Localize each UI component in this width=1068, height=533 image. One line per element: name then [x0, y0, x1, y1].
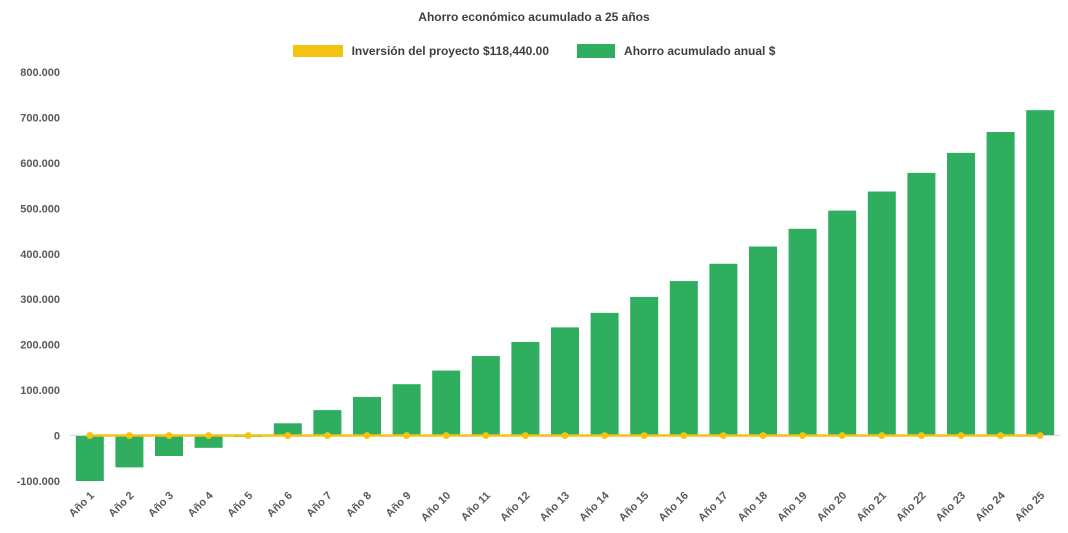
investment-line-marker [403, 432, 410, 439]
bar-año-24 [986, 131, 1015, 436]
investment-line-marker [244, 432, 252, 439]
investment-line-marker [363, 432, 371, 439]
x-axis-tick-label: Año 3 [146, 490, 176, 520]
legend-item-savings: Ahorro acumulado anual $ [577, 44, 775, 58]
bar-año-12 [511, 341, 540, 436]
y-axis-tick-label: 200.000 [20, 340, 60, 352]
bar-año-7 [313, 410, 342, 436]
y-axis-tick-label: 400.000 [20, 249, 60, 261]
x-axis-tick-label: Año 15 [617, 490, 651, 524]
investment-line-marker [680, 432, 688, 439]
y-axis-tick-label: 600.000 [20, 158, 60, 170]
bar-año-1 [75, 435, 104, 481]
bar-año-18 [749, 246, 777, 436]
x-axis-tick-label: Año 2 [106, 490, 136, 520]
investment-line-marker [442, 432, 450, 439]
bar-año-3 [155, 435, 183, 457]
legend-swatch-savings [577, 44, 616, 58]
investment-line-marker [561, 432, 569, 439]
x-axis-tick-label: Año 16 [656, 490, 690, 524]
bar-año-20 [828, 210, 857, 436]
x-axis-tick-label: Año 25 [1013, 490, 1047, 524]
y-axis-tick-label: 800.000 [20, 67, 60, 79]
x-axis-tick-label: Año 12 [498, 490, 532, 524]
x-axis-tick-label: Año 5 [225, 490, 255, 520]
x-axis-tick-label: Año 14 [577, 489, 612, 524]
y-axis-tick-label: 500.000 [20, 203, 60, 215]
legend-label-savings: Ahorro acumulado anual $ [624, 44, 776, 58]
y-axis-tick-label: -100.000 [17, 476, 60, 488]
bar-año-25 [1026, 110, 1055, 436]
bar-año-21 [867, 191, 896, 436]
legend-label-investment: Inversión del proyecto $118,440.00 [351, 44, 550, 58]
bar-año-23 [947, 152, 975, 436]
x-axis-tick-label: Año 8 [344, 490, 374, 520]
investment-line-marker [284, 432, 292, 439]
x-axis-tick-label: Año 10 [419, 490, 453, 524]
bar-año-15 [630, 296, 659, 436]
investment-line-marker [205, 432, 213, 439]
investment-line-marker [759, 432, 767, 439]
y-axis-tick-label: 700.000 [20, 112, 60, 124]
bar-año-8 [353, 396, 381, 436]
bar-año-13 [551, 327, 579, 436]
x-axis-tick-label: Año 7 [304, 490, 334, 520]
x-axis-tick-label: Año 19 [775, 490, 809, 524]
x-axis-tick-label: Año 4 [186, 489, 217, 520]
investment-line-marker [957, 432, 965, 439]
investment-line-marker [799, 432, 806, 439]
investment-line-marker [522, 432, 529, 439]
bar-año-19 [788, 228, 817, 436]
x-axis-tick-label: Año 11 [459, 490, 493, 524]
investment-line-marker [125, 432, 133, 439]
bar-año-16 [669, 281, 698, 436]
x-axis-tick-label: Año 22 [894, 490, 928, 524]
x-axis-tick-label: Año 20 [815, 490, 849, 524]
bar-año-4 [194, 435, 223, 448]
investment-line-marker [720, 432, 727, 439]
investment-line-marker [165, 432, 173, 439]
investment-line-marker [324, 432, 331, 439]
investment-line-marker [86, 432, 94, 439]
investment-line-marker [997, 432, 1004, 439]
x-axis-tick-label: Año 13 [538, 490, 572, 524]
x-axis-tick-label: Año 24 [973, 489, 1008, 524]
y-axis-tick-label: 0 [54, 431, 60, 443]
investment-line-marker [1036, 432, 1044, 439]
investment-line-marker [878, 432, 886, 439]
x-axis-tick-label: Año 21 [854, 490, 888, 524]
investment-line-marker [482, 432, 490, 439]
x-axis-tick-label: Año 18 [736, 490, 770, 524]
bar-año-17 [709, 263, 738, 436]
investment-line-marker [918, 432, 925, 439]
legend-item-investment: Inversión del proyecto $118,440.00 [292, 44, 550, 58]
y-axis-tick-label: 100.000 [20, 385, 60, 397]
bar-año-11 [471, 356, 500, 436]
bar-año-9 [392, 384, 421, 436]
x-axis-tick-label: Año 6 [265, 490, 295, 520]
bar-año-14 [590, 312, 619, 436]
y-axis-tick-label: 300.000 [20, 294, 60, 306]
legend-swatch-investment [292, 45, 343, 57]
chart-legend: Inversión del proyecto $118,440.00 Ahorr… [0, 44, 1068, 58]
x-axis-tick-label: Año 17 [696, 490, 730, 524]
investment-line-marker [838, 432, 846, 439]
investment-line-marker [640, 432, 648, 439]
investment-line-marker [601, 432, 608, 439]
x-axis-tick-label: Año 1 [67, 490, 97, 520]
bar-año-6 [273, 423, 302, 436]
x-axis-tick-label: Año 23 [934, 490, 968, 524]
chart-title: Ahorro económico acumulado a 25 años [418, 10, 650, 24]
bar-año-10 [432, 370, 461, 436]
bar-año-2 [115, 435, 144, 468]
x-axis-tick-label: Año 9 [384, 490, 414, 520]
bar-año-22 [907, 172, 936, 436]
